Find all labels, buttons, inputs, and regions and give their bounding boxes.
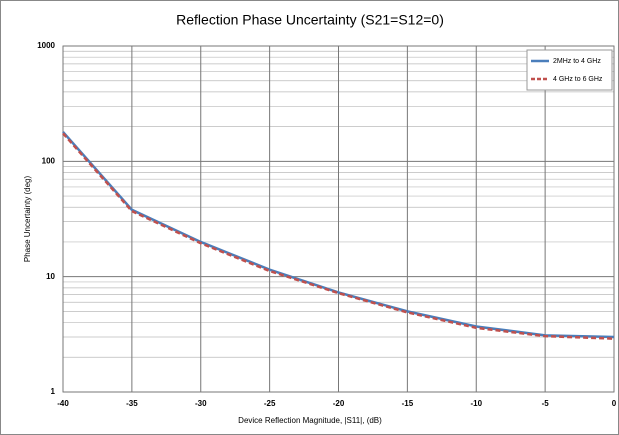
- x-tick-label: -5: [542, 399, 550, 408]
- x-tick-label: 0: [612, 399, 617, 408]
- y-tick-label: 1: [51, 387, 56, 396]
- x-tick-label: -40: [57, 399, 69, 408]
- legend-label: 4 GHz to 6 GHz: [553, 76, 603, 83]
- y-tick-label: 1000: [37, 41, 55, 50]
- y-tick-label: 100: [42, 156, 56, 165]
- x-tick-label: -10: [470, 399, 482, 408]
- x-axis-label: Device Reflection Magnitude, |S11|, (dB): [238, 416, 382, 425]
- x-tick-label: -15: [402, 399, 414, 408]
- x-tick-label: -35: [126, 399, 138, 408]
- series-line: [62, 132, 615, 340]
- legend-label: 2MHz to 4 GHz: [553, 58, 601, 65]
- y-axis-label: Phase Uncertainty (deg): [23, 176, 32, 263]
- x-tick-label: -30: [195, 399, 207, 408]
- legend-box: [526, 49, 613, 91]
- chart-title: Reflection Phase Uncertainty (S21=S12=0): [176, 12, 444, 28]
- x-tick-label: -20: [333, 399, 345, 408]
- x-tick-label: -25: [264, 399, 276, 408]
- y-tick-label: 10: [46, 272, 55, 281]
